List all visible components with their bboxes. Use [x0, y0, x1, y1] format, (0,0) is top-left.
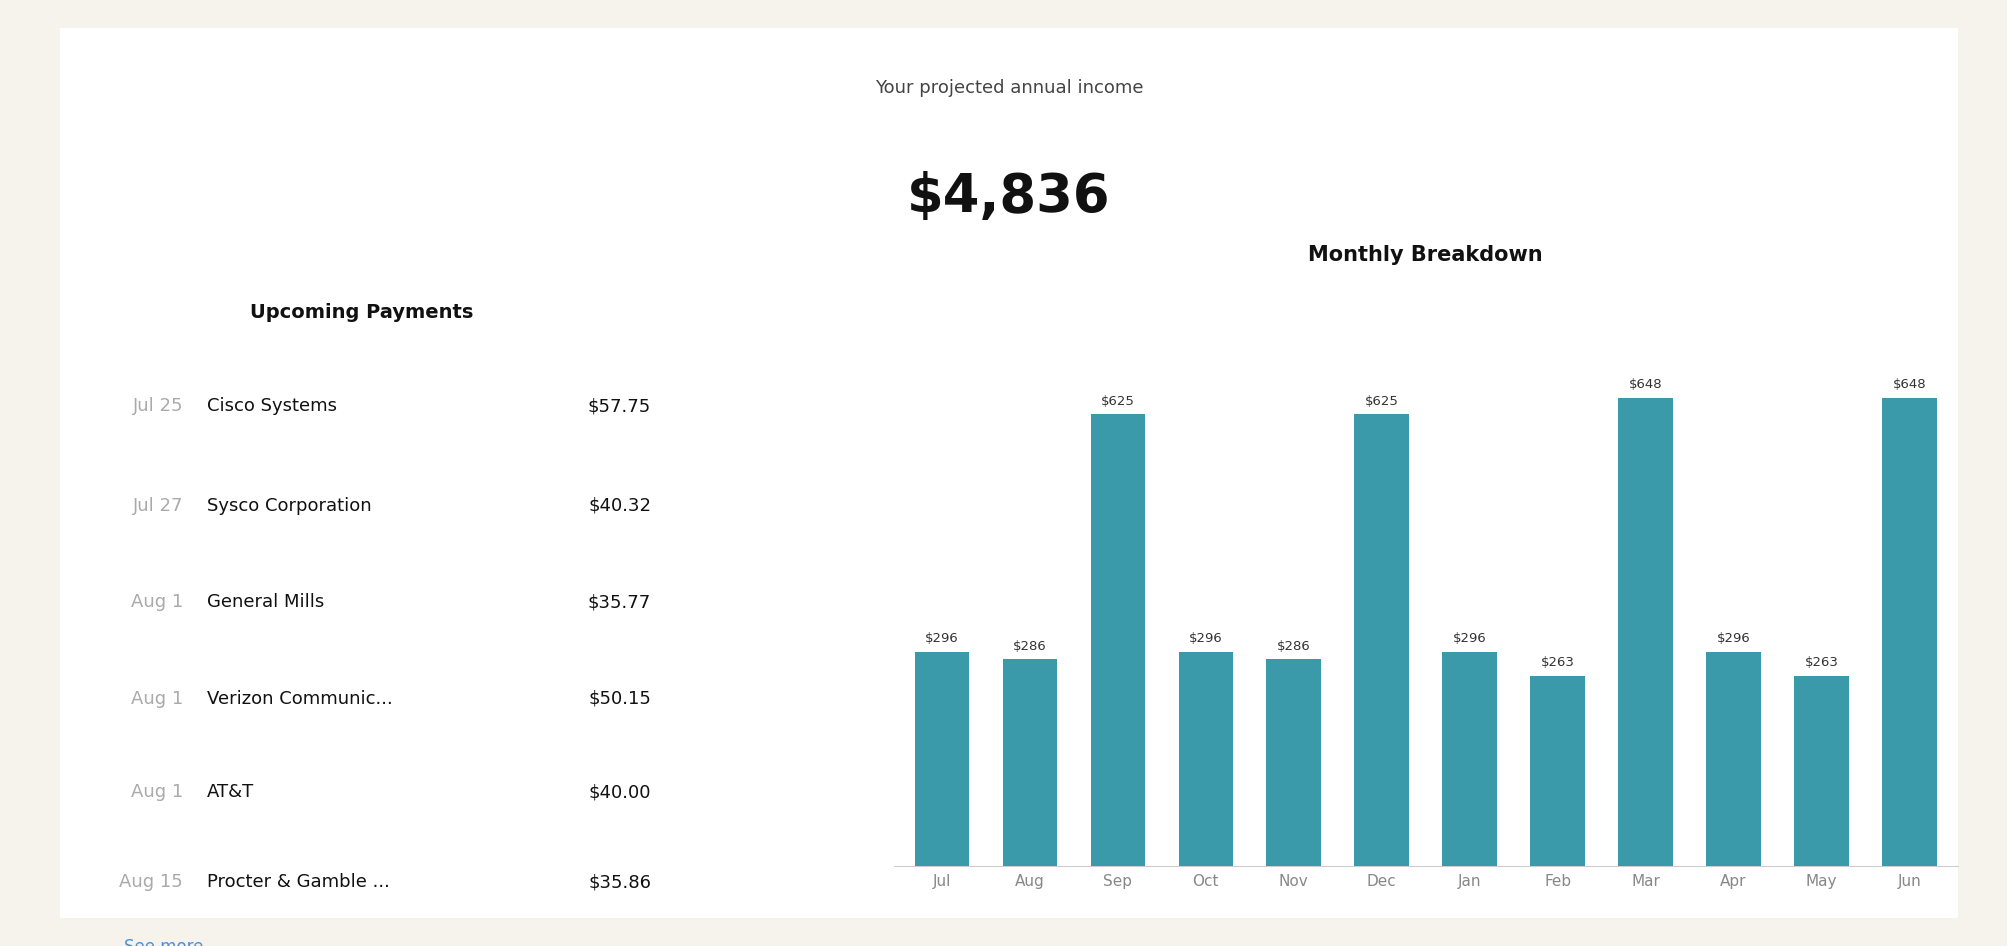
- Text: $263: $263: [1539, 657, 1573, 669]
- Text: General Mills: General Mills: [207, 593, 323, 611]
- Bar: [1529, 675, 1584, 866]
- FancyBboxPatch shape: [46, 22, 1971, 924]
- Text: Procter & Gamble ...: Procter & Gamble ...: [207, 873, 389, 891]
- Text: $40.32: $40.32: [588, 497, 650, 515]
- Text: Aug 1: Aug 1: [130, 783, 183, 801]
- Text: Cisco Systems: Cisco Systems: [207, 397, 337, 415]
- Text: Upcoming Payments: Upcoming Payments: [249, 304, 474, 323]
- Text: $625: $625: [1365, 394, 1399, 408]
- Bar: [1618, 397, 1672, 866]
- Bar: [1266, 659, 1321, 866]
- Text: Aug 1: Aug 1: [130, 593, 183, 611]
- Text: Jul 25: Jul 25: [132, 397, 183, 415]
- Text: Jul 27: Jul 27: [132, 497, 183, 515]
- Text: Verizon Communic...: Verizon Communic...: [207, 690, 393, 708]
- Text: $648: $648: [1893, 378, 1925, 392]
- Text: $296: $296: [1716, 632, 1750, 645]
- Bar: [1441, 652, 1495, 866]
- Text: $35.77: $35.77: [588, 593, 650, 611]
- Text: $296: $296: [925, 632, 957, 645]
- Bar: [1355, 414, 1409, 866]
- Text: $50.15: $50.15: [588, 690, 650, 708]
- Bar: [1001, 659, 1056, 866]
- Text: $286: $286: [1276, 639, 1311, 653]
- Text: Aug 15: Aug 15: [118, 873, 183, 891]
- Text: $296: $296: [1451, 632, 1485, 645]
- Text: Your projected annual income: Your projected annual income: [875, 79, 1142, 96]
- Text: See more...: See more...: [124, 938, 219, 946]
- Bar: [1881, 397, 1935, 866]
- Text: $4,836: $4,836: [907, 171, 1110, 222]
- Text: Aug 1: Aug 1: [130, 690, 183, 708]
- Text: $296: $296: [1188, 632, 1222, 645]
- Text: $625: $625: [1100, 394, 1134, 408]
- Text: $286: $286: [1012, 639, 1046, 653]
- Bar: [1794, 675, 1848, 866]
- Text: $648: $648: [1628, 378, 1662, 392]
- Bar: [1706, 652, 1760, 866]
- Text: $263: $263: [1804, 657, 1838, 669]
- Bar: [1178, 652, 1232, 866]
- Text: $57.75: $57.75: [588, 397, 650, 415]
- Text: AT&T: AT&T: [207, 783, 255, 801]
- Bar: [1090, 414, 1144, 866]
- Text: $40.00: $40.00: [588, 783, 650, 801]
- Bar: [915, 652, 969, 866]
- Text: $35.86: $35.86: [588, 873, 650, 891]
- Text: Sysco Corporation: Sysco Corporation: [207, 497, 371, 515]
- Text: Monthly Breakdown: Monthly Breakdown: [1309, 245, 1541, 266]
